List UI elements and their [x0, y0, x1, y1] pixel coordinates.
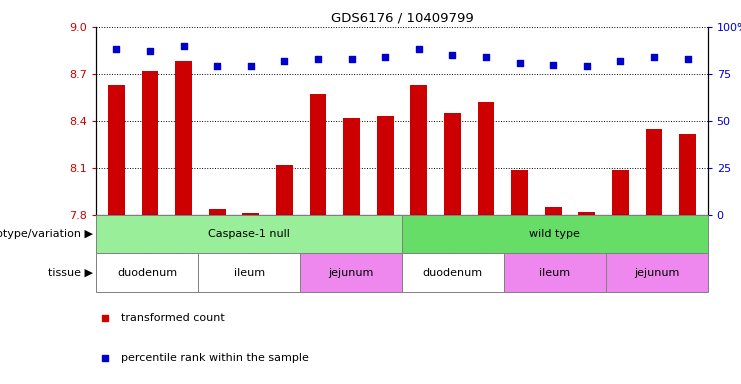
Bar — [96, 215, 402, 253]
Bar — [578, 212, 595, 215]
Text: jejunum: jejunum — [634, 268, 679, 278]
Bar — [402, 253, 504, 292]
Text: ileum: ileum — [539, 268, 571, 278]
Point — [446, 52, 458, 58]
Text: transformed count: transformed count — [121, 313, 225, 323]
Text: genotype/variation ▶: genotype/variation ▶ — [0, 229, 93, 239]
Bar — [176, 61, 192, 215]
Bar — [612, 170, 628, 215]
Point — [312, 56, 324, 62]
Text: percentile rank within the sample: percentile rank within the sample — [121, 353, 309, 363]
Point — [581, 63, 593, 70]
Bar — [343, 118, 360, 215]
Title: GDS6176 / 10409799: GDS6176 / 10409799 — [330, 11, 473, 24]
Point — [144, 48, 156, 55]
Bar — [242, 214, 259, 215]
Point — [547, 61, 559, 68]
Point — [682, 56, 694, 62]
Bar — [108, 85, 125, 215]
Bar — [679, 134, 696, 215]
Point — [614, 58, 626, 64]
Text: wild type: wild type — [529, 229, 580, 239]
Bar — [300, 253, 402, 292]
Text: ileum: ileum — [233, 268, 265, 278]
Text: duodenum: duodenum — [423, 268, 483, 278]
Bar — [511, 170, 528, 215]
Point — [648, 54, 659, 60]
Bar — [276, 165, 293, 215]
Bar — [605, 253, 708, 292]
Point — [379, 54, 391, 60]
Bar — [545, 207, 562, 215]
Bar — [310, 94, 327, 215]
Bar — [198, 253, 300, 292]
Point — [413, 46, 425, 53]
Bar — [209, 209, 226, 215]
Bar — [504, 253, 605, 292]
Point — [110, 46, 122, 53]
Bar — [411, 85, 427, 215]
Bar — [96, 253, 198, 292]
Point — [178, 43, 190, 49]
Point — [245, 63, 257, 70]
Text: jejunum: jejunum — [328, 268, 373, 278]
Text: tissue ▶: tissue ▶ — [47, 268, 93, 278]
Bar — [477, 102, 494, 215]
Bar — [444, 113, 461, 215]
Bar — [645, 129, 662, 215]
Bar — [142, 71, 159, 215]
Point — [211, 63, 223, 70]
Bar — [377, 116, 393, 215]
Bar — [402, 215, 708, 253]
Point — [346, 56, 358, 62]
Point — [514, 60, 525, 66]
Point — [480, 54, 492, 60]
Point — [279, 58, 290, 64]
Text: Caspase-1 null: Caspase-1 null — [208, 229, 290, 239]
Text: duodenum: duodenum — [117, 268, 177, 278]
